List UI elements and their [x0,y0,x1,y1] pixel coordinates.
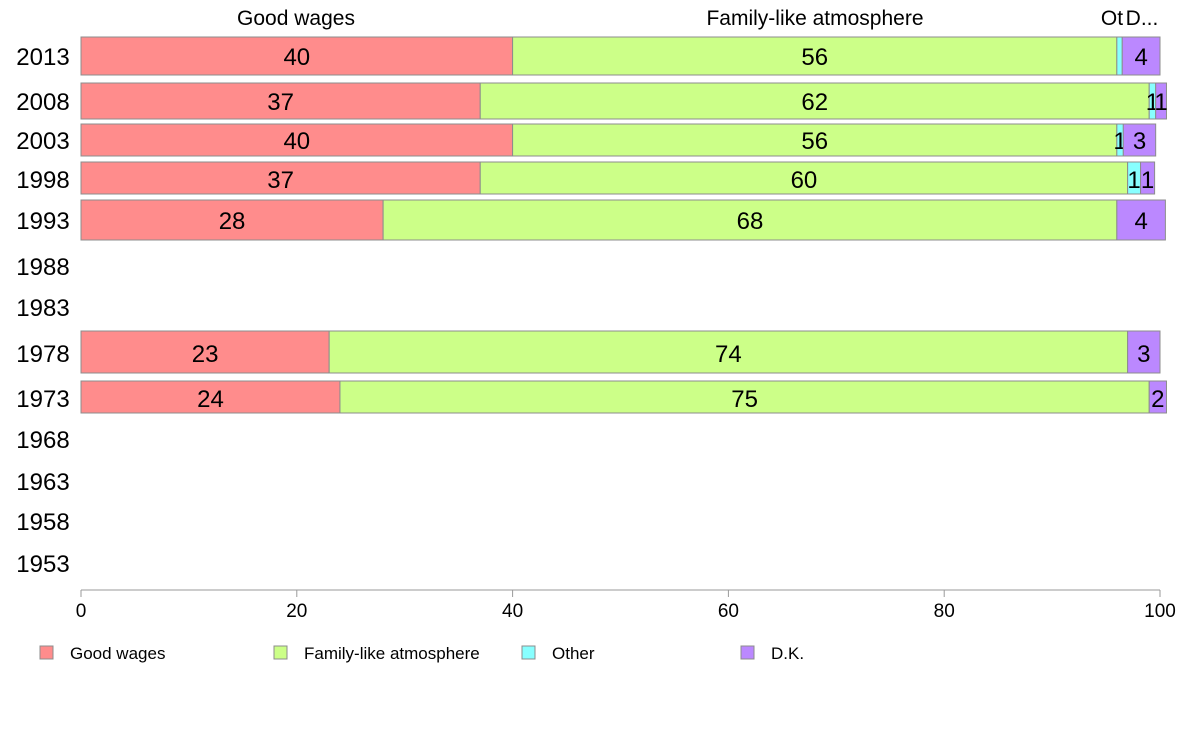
year-label-1968: 1968 [16,427,69,454]
year-label-2013: 2013 [16,44,69,71]
year-label-1983: 1983 [16,295,69,322]
data-label-2013-series-3: 4 [1134,44,1147,71]
legend-label-3: D.K. [771,644,804,663]
legend-swatch-2 [521,645,536,660]
bar-1993-series-1 [382,199,1118,241]
year-label-1998: 1998 [16,167,69,194]
data-label-2013-series-0: 40 [283,44,310,71]
data-label-1998-series-3: 1 [1141,167,1154,194]
year-label-1973: 1973 [16,386,69,413]
data-label-2008-series-0: 37 [267,89,294,116]
bar-1978-series-3 [1127,330,1161,374]
bar-2008-series-0 [80,82,481,120]
data-label-1993-series-1: 68 [737,208,764,235]
top-series-labels: Good wages Family-like atmosphere Ot D..… [237,7,1158,30]
data-label-1998-series-0: 37 [267,167,294,194]
year-label-2003: 2003 [16,128,69,155]
bar-1973-series-0 [80,380,341,414]
legend-swatch-1 [273,645,288,660]
year-label-1978: 1978 [16,341,69,368]
legend-swatch-0 [39,645,54,660]
data-label-1998-series-2: 1 [1127,167,1140,194]
data-label-1973-series-0: 24 [197,386,224,413]
year-label-2008: 2008 [16,89,69,116]
legend-swatch-3 [740,645,755,660]
top-label-other: Ot [1101,7,1123,30]
data-label-2003-series-3: 3 [1133,128,1146,155]
bar-2003-series-3 [1122,123,1157,157]
bar-2013-series-2 [1116,36,1123,76]
data-label-1993-series-3: 4 [1134,208,1147,235]
bar-1973-series-3 [1148,380,1167,414]
legend-label-0: Good wages [70,644,165,663]
x-tick-label-100: 100 [1144,601,1176,622]
top-label-family-like-atmosphere: Family-like atmosphere [706,7,923,30]
bar-2013-series-3 [1121,36,1161,76]
x-tick-label-0: 0 [76,601,87,622]
x-tick-label-40: 40 [502,601,523,622]
legend-label-2: Other [552,644,595,663]
x-tick-label-20: 20 [286,601,307,622]
bar-2003-series-1 [512,123,1118,157]
bar-2013-series-0 [80,36,514,76]
bar-2008-series-3 [1155,82,1167,120]
data-label-1978-series-3: 3 [1137,341,1150,368]
data-label-2013-series-1: 56 [801,44,828,71]
bar-2003-series-0 [80,123,514,157]
data-label-1978-series-1: 74 [715,341,742,368]
top-label-dk: D... [1126,7,1159,30]
bar-1993-series-0 [80,199,384,241]
data-label-2008-series-3: 1 [1154,89,1167,116]
bar-2008-series-1 [479,82,1150,120]
legend-label-1: Family-like atmosphere [304,644,480,663]
data-label-1998-series-1: 60 [791,167,818,194]
data-label-2003-series-1: 56 [801,128,828,155]
x-tick-label-80: 80 [934,601,955,622]
data-label-2003-series-0: 40 [283,128,310,155]
top-label-good-wages: Good wages [237,7,355,30]
bar-1998-series-1 [479,161,1129,195]
year-label-1988: 1988 [16,254,69,281]
year-label-1958: 1958 [16,509,69,536]
bar-1973-series-1 [339,380,1150,414]
bar-2013-series-1 [512,36,1118,76]
bar-1993-series-3 [1116,199,1166,241]
bar-1978-series-0 [80,330,330,374]
year-labels: 2013 2008 2003 1998 1993 1988 1983 1978 1973 1968… [16,44,69,578]
data-label-1978-series-0: 23 [192,341,219,368]
x-axis: 0 20 40 60 80 100 [76,589,1176,622]
year-label-1993: 1993 [16,208,69,235]
data-label-1973-series-3: 2 [1151,386,1164,413]
data-label-1973-series-1: 75 [731,386,758,413]
year-label-1953: 1953 [16,551,69,578]
x-tick-label-60: 60 [718,601,739,622]
legend: Good wages Family-like atmosphere Other D.K… [39,644,804,663]
year-label-1963: 1963 [16,469,69,496]
bar-1978-series-1 [328,330,1129,374]
data-label-1993-series-0: 28 [219,208,246,235]
bar-1998-series-0 [80,161,481,195]
bar-1998-series-3 [1140,161,1156,195]
data-label-2008-series-1: 62 [801,89,828,116]
